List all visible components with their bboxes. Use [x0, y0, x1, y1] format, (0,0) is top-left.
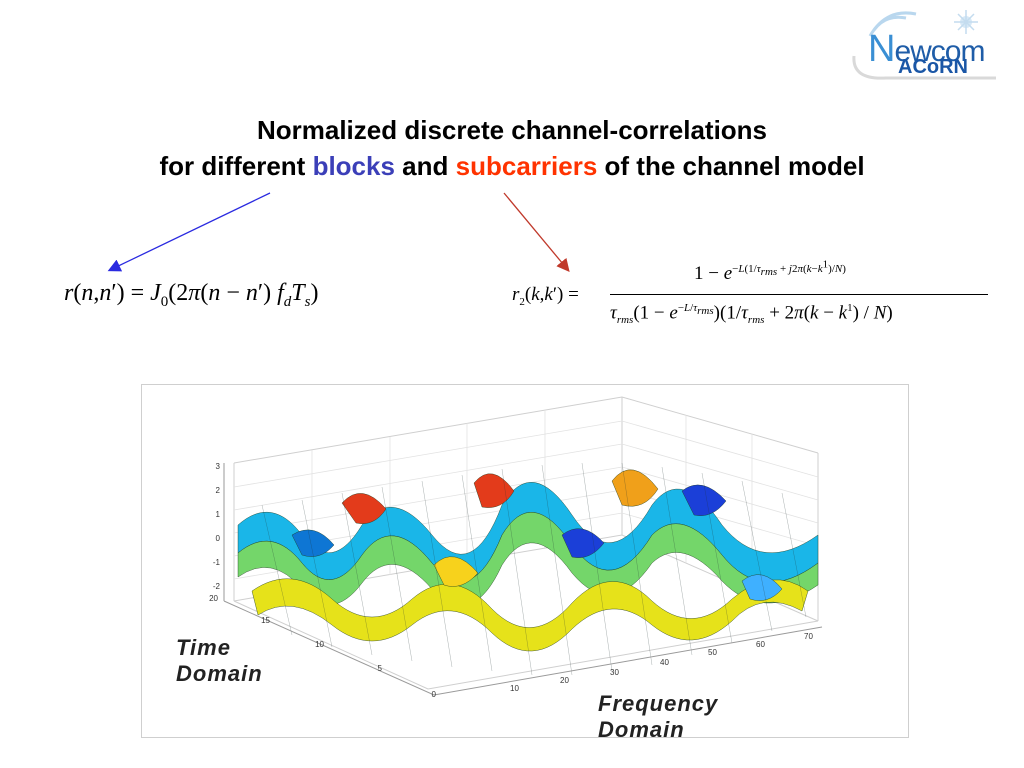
plot-front-axes: [223, 463, 823, 696]
channel-surface-plot: 3 2 1 0 -1 -2 20 15 10 5 0 10 20 30 40: [141, 384, 909, 742]
slide-title: Normalized discrete channel-correlations…: [0, 112, 1024, 184]
freq-axis-ticks: 10 20 30 40 50 60 70: [510, 632, 813, 693]
freq-tick: 70: [804, 632, 813, 641]
time-tick: 20: [209, 594, 218, 603]
z-tick: 0: [216, 534, 221, 543]
surface-mesh: [237, 469, 819, 652]
freq-tick: 30: [610, 668, 619, 677]
arrow-subcarriers: [503, 192, 570, 272]
logo-newcom-text: Newcom: [868, 28, 985, 70]
time-tick: 0: [432, 690, 437, 699]
arrow-blocks: [107, 192, 271, 272]
title-line-2-prefix: for different: [159, 151, 306, 181]
newcom-acorn-logo: Newcom ACoRN: [846, 6, 1006, 86]
surface-plot-svg: 3 2 1 0 -1 -2 20 15 10 5 0 10 20 30 40: [209, 396, 823, 699]
title-word-subcarriers: subcarriers: [455, 151, 598, 181]
freq-tick: 40: [660, 658, 669, 667]
title-line-2-suffix: of the channel model: [604, 151, 865, 181]
logo-signal-icon: [852, 10, 996, 80]
time-label-line-1: Time: [176, 635, 231, 660]
time-tick: 15: [261, 616, 270, 625]
freq-tick: 50: [708, 648, 717, 657]
z-axis-ticks: 3 2 1 0 -1 -2: [213, 462, 221, 591]
time-label-line-2: Domain: [176, 661, 263, 686]
freq-label-line-1: Frequency: [598, 691, 719, 716]
freq-tick: 10: [510, 684, 519, 693]
title-line-1: Normalized discrete channel-correlations: [256, 115, 768, 145]
title-word-blocks: blocks: [312, 151, 395, 181]
z-tick: 1: [216, 510, 221, 519]
title-word-and: and: [402, 151, 449, 181]
z-tick: 2: [216, 486, 221, 495]
time-correlation-formula: r(n,n′) = J0(2π(n − n′) fdTs): [64, 280, 319, 310]
time-domain-label: Time Domain: [176, 635, 263, 687]
freq-label-line-2: Domain: [598, 717, 685, 742]
time-axis-ticks: 20 15 10 5 0: [209, 594, 436, 699]
surface-meshlines: [261, 462, 807, 676]
z-tick: -2: [213, 582, 221, 591]
time-tick: 10: [315, 640, 324, 649]
title-line-2: for different blocks and subcarriers of …: [0, 148, 1024, 184]
frequency-domain-label: Frequency Domain: [598, 691, 718, 743]
freq-tick: 60: [756, 640, 765, 649]
logo-acorn-text: ACoRN: [898, 56, 968, 78]
z-tick: -1: [213, 558, 221, 567]
time-tick: 5: [378, 664, 383, 673]
freq-tick: 20: [560, 676, 569, 685]
z-tick: 3: [216, 462, 221, 471]
